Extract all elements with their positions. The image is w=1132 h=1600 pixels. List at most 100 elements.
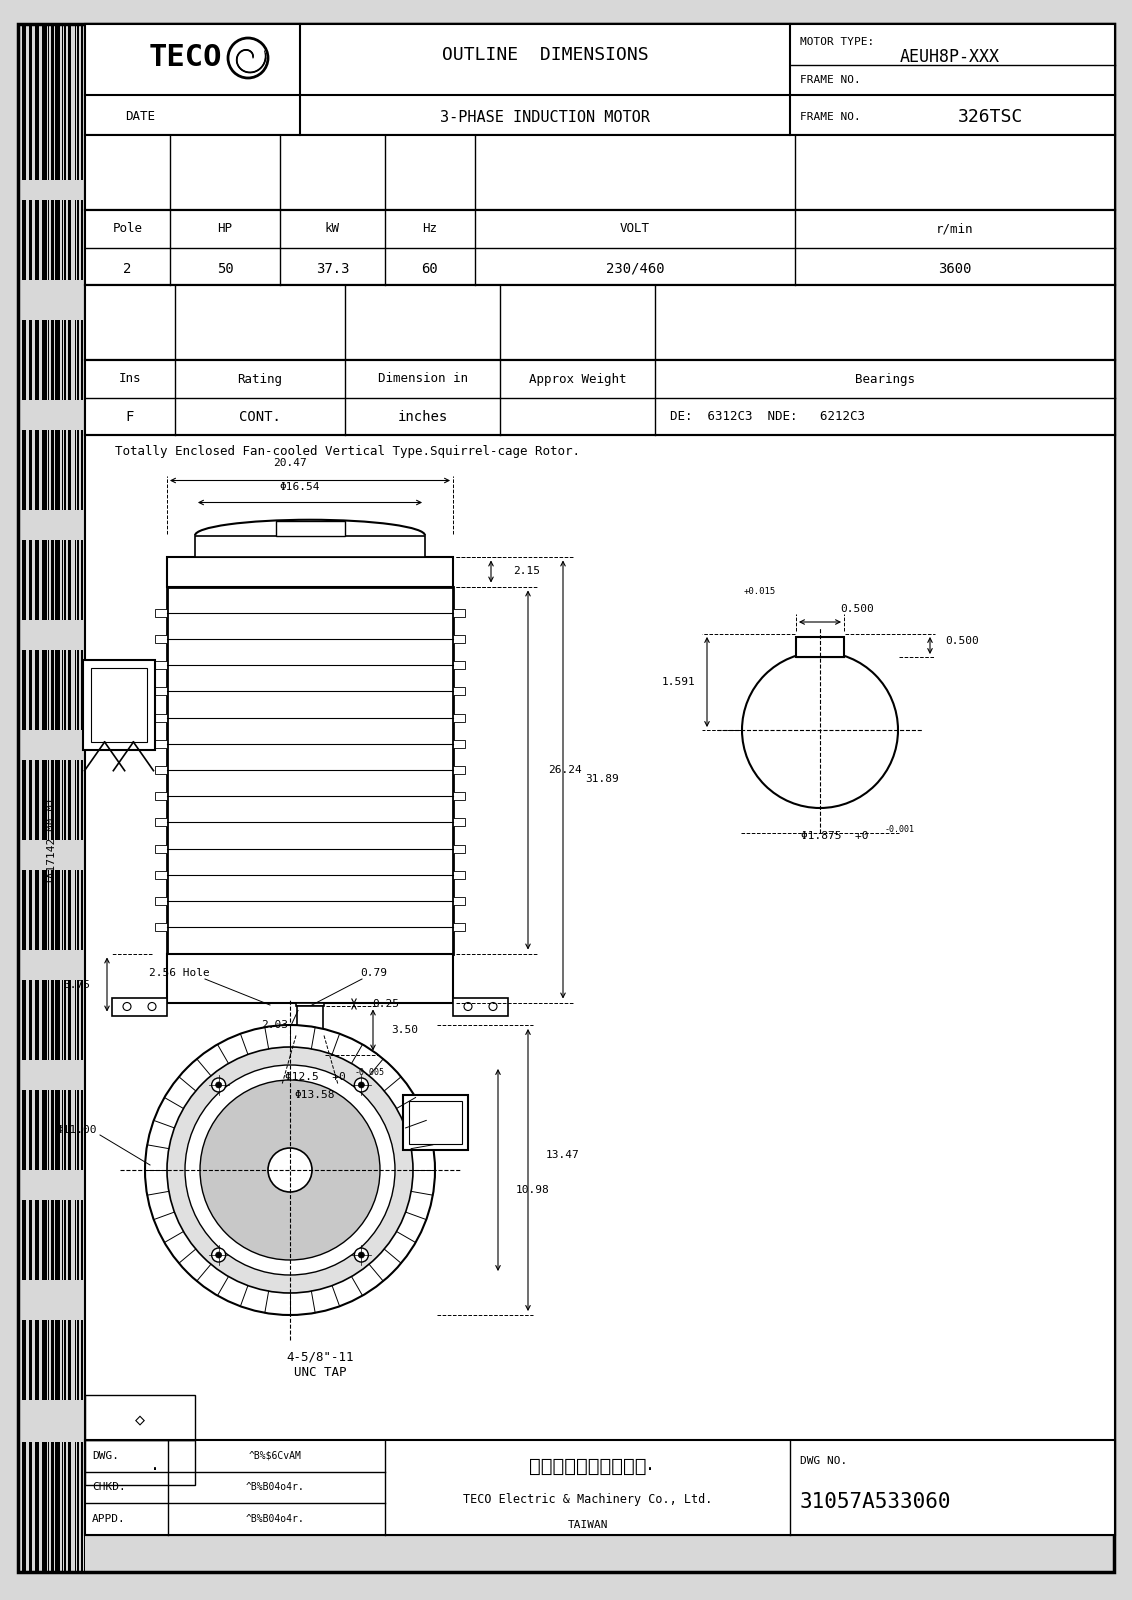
Bar [35,979,38,1059]
Text: Φ16.54: Φ16.54 [280,483,320,493]
Bar [37,320,40,400]
Bar [22,1320,25,1400]
Bar [42,1320,44,1400]
Bar [155,661,168,669]
Bar [37,200,40,280]
Text: 31.89: 31.89 [585,774,619,784]
Bar [68,200,70,280]
Text: 0.25: 0.25 [372,998,398,1010]
Bar [35,1442,38,1571]
Bar [63,200,66,280]
Bar [24,1320,26,1400]
Bar [55,1442,57,1571]
Bar [55,200,57,280]
Bar [28,99,32,179]
Bar [22,320,25,400]
Bar [453,766,465,774]
Text: ^B%B04o4r.: ^B%B04o4r. [246,1514,305,1525]
Bar [55,430,57,510]
Bar [44,870,48,950]
Bar [58,430,60,510]
Bar [28,200,32,280]
Bar [35,430,38,510]
Text: FRAME NO.: FRAME NO. [800,112,860,122]
Bar [453,739,465,747]
Bar [295,1003,324,1005]
Circle shape [359,1082,365,1088]
Bar [155,688,168,696]
Bar [77,430,79,510]
Bar [44,541,48,619]
Bar [77,541,79,619]
Bar [63,650,66,730]
Bar [37,760,40,840]
Bar [453,923,465,931]
Bar [58,1090,60,1170]
Bar [24,541,26,619]
Bar [58,979,60,1059]
Bar [68,760,70,840]
Bar [35,760,38,840]
Bar [58,541,60,619]
Bar [82,979,84,1059]
Bar [22,99,25,179]
Text: UNC TAP: UNC TAP [293,1366,346,1379]
Bar [77,24,79,99]
Text: Hz: Hz [422,222,437,235]
Bar [24,200,26,280]
Text: 3.75: 3.75 [63,979,91,989]
Bar [77,979,79,1059]
Bar [453,792,465,800]
Bar [77,870,79,950]
Bar [155,898,168,906]
Bar [77,200,79,280]
Bar [24,979,26,1059]
Bar [82,870,84,950]
Bar [28,1200,32,1280]
Bar [44,760,48,840]
Bar [55,760,57,840]
Text: 2.15: 2.15 [513,566,540,576]
Bar [44,979,48,1059]
Bar [58,1200,60,1280]
Bar [37,430,40,510]
Bar [68,1200,70,1280]
Bar [68,979,70,1059]
Bar [28,979,32,1059]
Bar [22,650,25,730]
Text: 2.56 Hole: 2.56 Hole [149,968,211,978]
Bar [37,1200,40,1280]
Bar [168,557,453,587]
Bar [155,819,168,827]
Circle shape [185,1066,395,1275]
Bar [51,200,53,280]
Circle shape [216,1253,222,1258]
Text: TECO: TECO [148,43,222,72]
Circle shape [354,1078,368,1091]
Bar [85,1440,195,1485]
Bar [44,1320,48,1400]
Bar [55,650,57,730]
Bar [68,1320,70,1400]
Text: r/min: r/min [936,222,974,235]
Bar [55,1200,57,1280]
Bar [42,760,44,840]
Circle shape [354,1248,368,1262]
Text: FRAME NO.: FRAME NO. [800,75,860,85]
Text: DWG NO.: DWG NO. [800,1456,847,1466]
Bar [63,320,66,400]
Bar [28,760,32,840]
Bar [24,870,26,950]
Bar [44,650,48,730]
Bar [51,1090,53,1170]
Bar [63,99,66,179]
Bar [28,541,32,619]
Bar [42,1442,44,1571]
Text: Φ11.00: Φ11.00 [57,1125,97,1134]
Text: 60: 60 [421,262,438,275]
Bar [42,320,44,400]
Bar [51,979,53,1059]
Bar [42,1200,44,1280]
Bar [68,1090,70,1170]
Bar [55,541,57,619]
